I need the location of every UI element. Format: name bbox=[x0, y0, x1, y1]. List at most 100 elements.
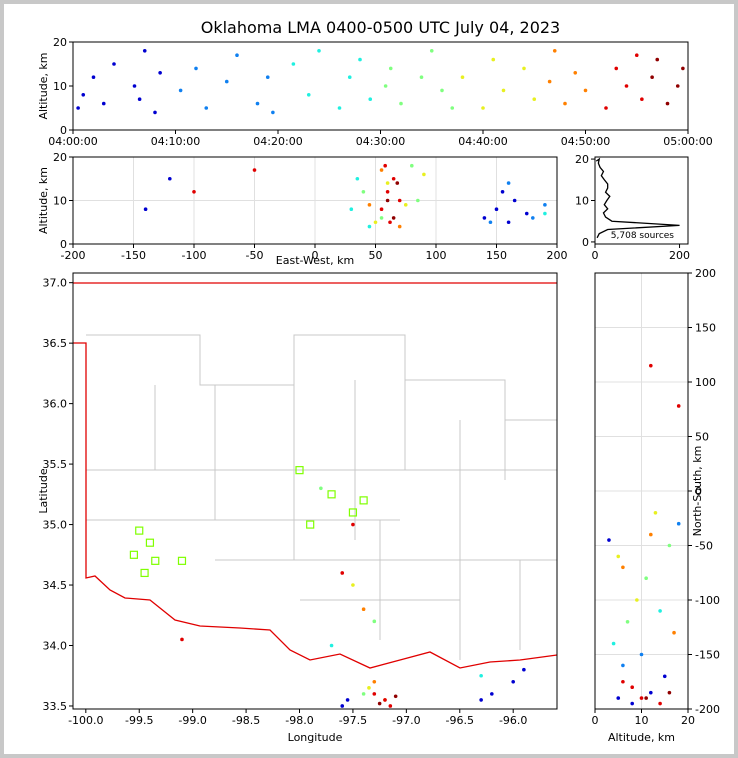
x-tick-label: 200 bbox=[669, 249, 690, 262]
source-point bbox=[337, 106, 342, 110]
source-point bbox=[372, 679, 377, 684]
y-axis-label: North-South, km bbox=[691, 446, 704, 537]
source-point bbox=[675, 84, 680, 88]
axes-frame bbox=[72, 272, 558, 710]
state-boundary bbox=[73, 282, 558, 669]
source-point bbox=[388, 220, 392, 225]
source-point bbox=[383, 163, 387, 168]
source-point bbox=[192, 190, 196, 194]
source-point bbox=[644, 576, 648, 580]
source-point bbox=[511, 679, 515, 684]
source-point bbox=[416, 198, 420, 203]
source-point bbox=[132, 84, 137, 88]
source-point bbox=[491, 57, 496, 62]
x-tick-label: -100 bbox=[182, 249, 207, 262]
source-point bbox=[640, 97, 644, 101]
source-point bbox=[367, 224, 372, 229]
source-point bbox=[81, 93, 86, 97]
source-point bbox=[361, 607, 366, 612]
marker-square bbox=[295, 466, 304, 475]
source-point bbox=[543, 211, 547, 216]
source-point bbox=[422, 172, 426, 177]
source-point bbox=[178, 88, 183, 93]
plot-marks bbox=[76, 49, 685, 115]
source-point bbox=[649, 363, 653, 368]
source-point bbox=[255, 101, 260, 106]
source-point bbox=[607, 538, 611, 542]
source-point bbox=[676, 404, 681, 408]
source-point bbox=[450, 106, 455, 110]
axes-frame bbox=[594, 272, 689, 710]
y-tick-label: 0 bbox=[695, 485, 702, 498]
source-point bbox=[367, 203, 372, 207]
source-point bbox=[488, 220, 493, 225]
source-point bbox=[490, 692, 494, 696]
x-tick-label: 05:00:00 bbox=[663, 135, 712, 148]
y-tick-label: 20 bbox=[575, 153, 589, 166]
source-point bbox=[385, 181, 390, 185]
plot-marks bbox=[607, 363, 681, 706]
source-point bbox=[614, 66, 619, 71]
source-point bbox=[385, 190, 390, 194]
source-point bbox=[361, 692, 366, 696]
source-point bbox=[403, 203, 408, 207]
source-point bbox=[667, 690, 672, 695]
source-point bbox=[391, 176, 396, 181]
source-point bbox=[630, 701, 634, 706]
source-point bbox=[460, 75, 465, 79]
source-point bbox=[383, 84, 388, 88]
source-point bbox=[531, 216, 535, 220]
source-point bbox=[361, 190, 366, 194]
x-tick-label: 04:20:00 bbox=[253, 135, 302, 148]
axes-frame bbox=[72, 41, 689, 131]
source-point bbox=[271, 110, 275, 115]
source-point bbox=[573, 71, 578, 75]
source-point bbox=[397, 198, 402, 203]
x-tick-label: -50 bbox=[246, 249, 264, 262]
source-point bbox=[142, 49, 147, 53]
source-point bbox=[672, 630, 676, 635]
marker-square bbox=[177, 556, 187, 565]
chart-title: Oklahoma LMA 0400-0500 UTC July 04, 2023 bbox=[201, 18, 560, 37]
panel: -200 -150 -100 -50 0 50 100 150 200 0 10 20 East-Wes… bbox=[37, 151, 568, 267]
source-point bbox=[604, 106, 608, 110]
y-tick-label: 0 bbox=[60, 238, 67, 251]
y-tick-label: 34.5 bbox=[43, 579, 68, 592]
x-tick-label: 04:40:00 bbox=[458, 135, 507, 148]
y-tick-label: 20 bbox=[53, 151, 67, 164]
source-point bbox=[377, 701, 382, 706]
y-tick-label: -100 bbox=[695, 594, 720, 607]
source-point bbox=[655, 57, 660, 62]
axes-frame bbox=[594, 156, 689, 245]
x-tick-label: 04:10:00 bbox=[151, 135, 200, 148]
source-point bbox=[624, 84, 629, 88]
x-tick-label: -97.0 bbox=[392, 714, 420, 727]
x-axis-label: East-West, km bbox=[276, 254, 354, 267]
plot-marks bbox=[595, 157, 680, 239]
source-point bbox=[650, 75, 654, 79]
source-point bbox=[479, 698, 483, 702]
x-tick-label: -99.5 bbox=[125, 714, 153, 727]
source-point bbox=[667, 543, 672, 548]
source-point bbox=[373, 220, 378, 225]
y-tick-label: 200 bbox=[695, 267, 716, 280]
source-point bbox=[101, 101, 106, 106]
annotation: 5,708 sources bbox=[611, 231, 675, 241]
source-point bbox=[512, 198, 517, 203]
x-tick-label: -96.0 bbox=[499, 714, 527, 727]
y-axis-label: Latitude bbox=[37, 468, 50, 514]
x-tick-label: 0 bbox=[592, 249, 599, 262]
y-tick-label: 34.0 bbox=[43, 640, 68, 653]
y-tick-label: 10 bbox=[53, 195, 67, 208]
y-tick-label: 10 bbox=[575, 195, 589, 208]
source-point bbox=[340, 571, 345, 575]
figure-background bbox=[4, 4, 734, 754]
source-point bbox=[317, 49, 321, 53]
y-tick-label: 150 bbox=[695, 322, 716, 335]
source-point bbox=[639, 652, 644, 657]
source-point bbox=[547, 79, 552, 84]
source-point bbox=[552, 49, 557, 53]
y-tick-label: 36.5 bbox=[43, 337, 68, 350]
source-point bbox=[482, 216, 487, 220]
source-point bbox=[410, 163, 414, 168]
